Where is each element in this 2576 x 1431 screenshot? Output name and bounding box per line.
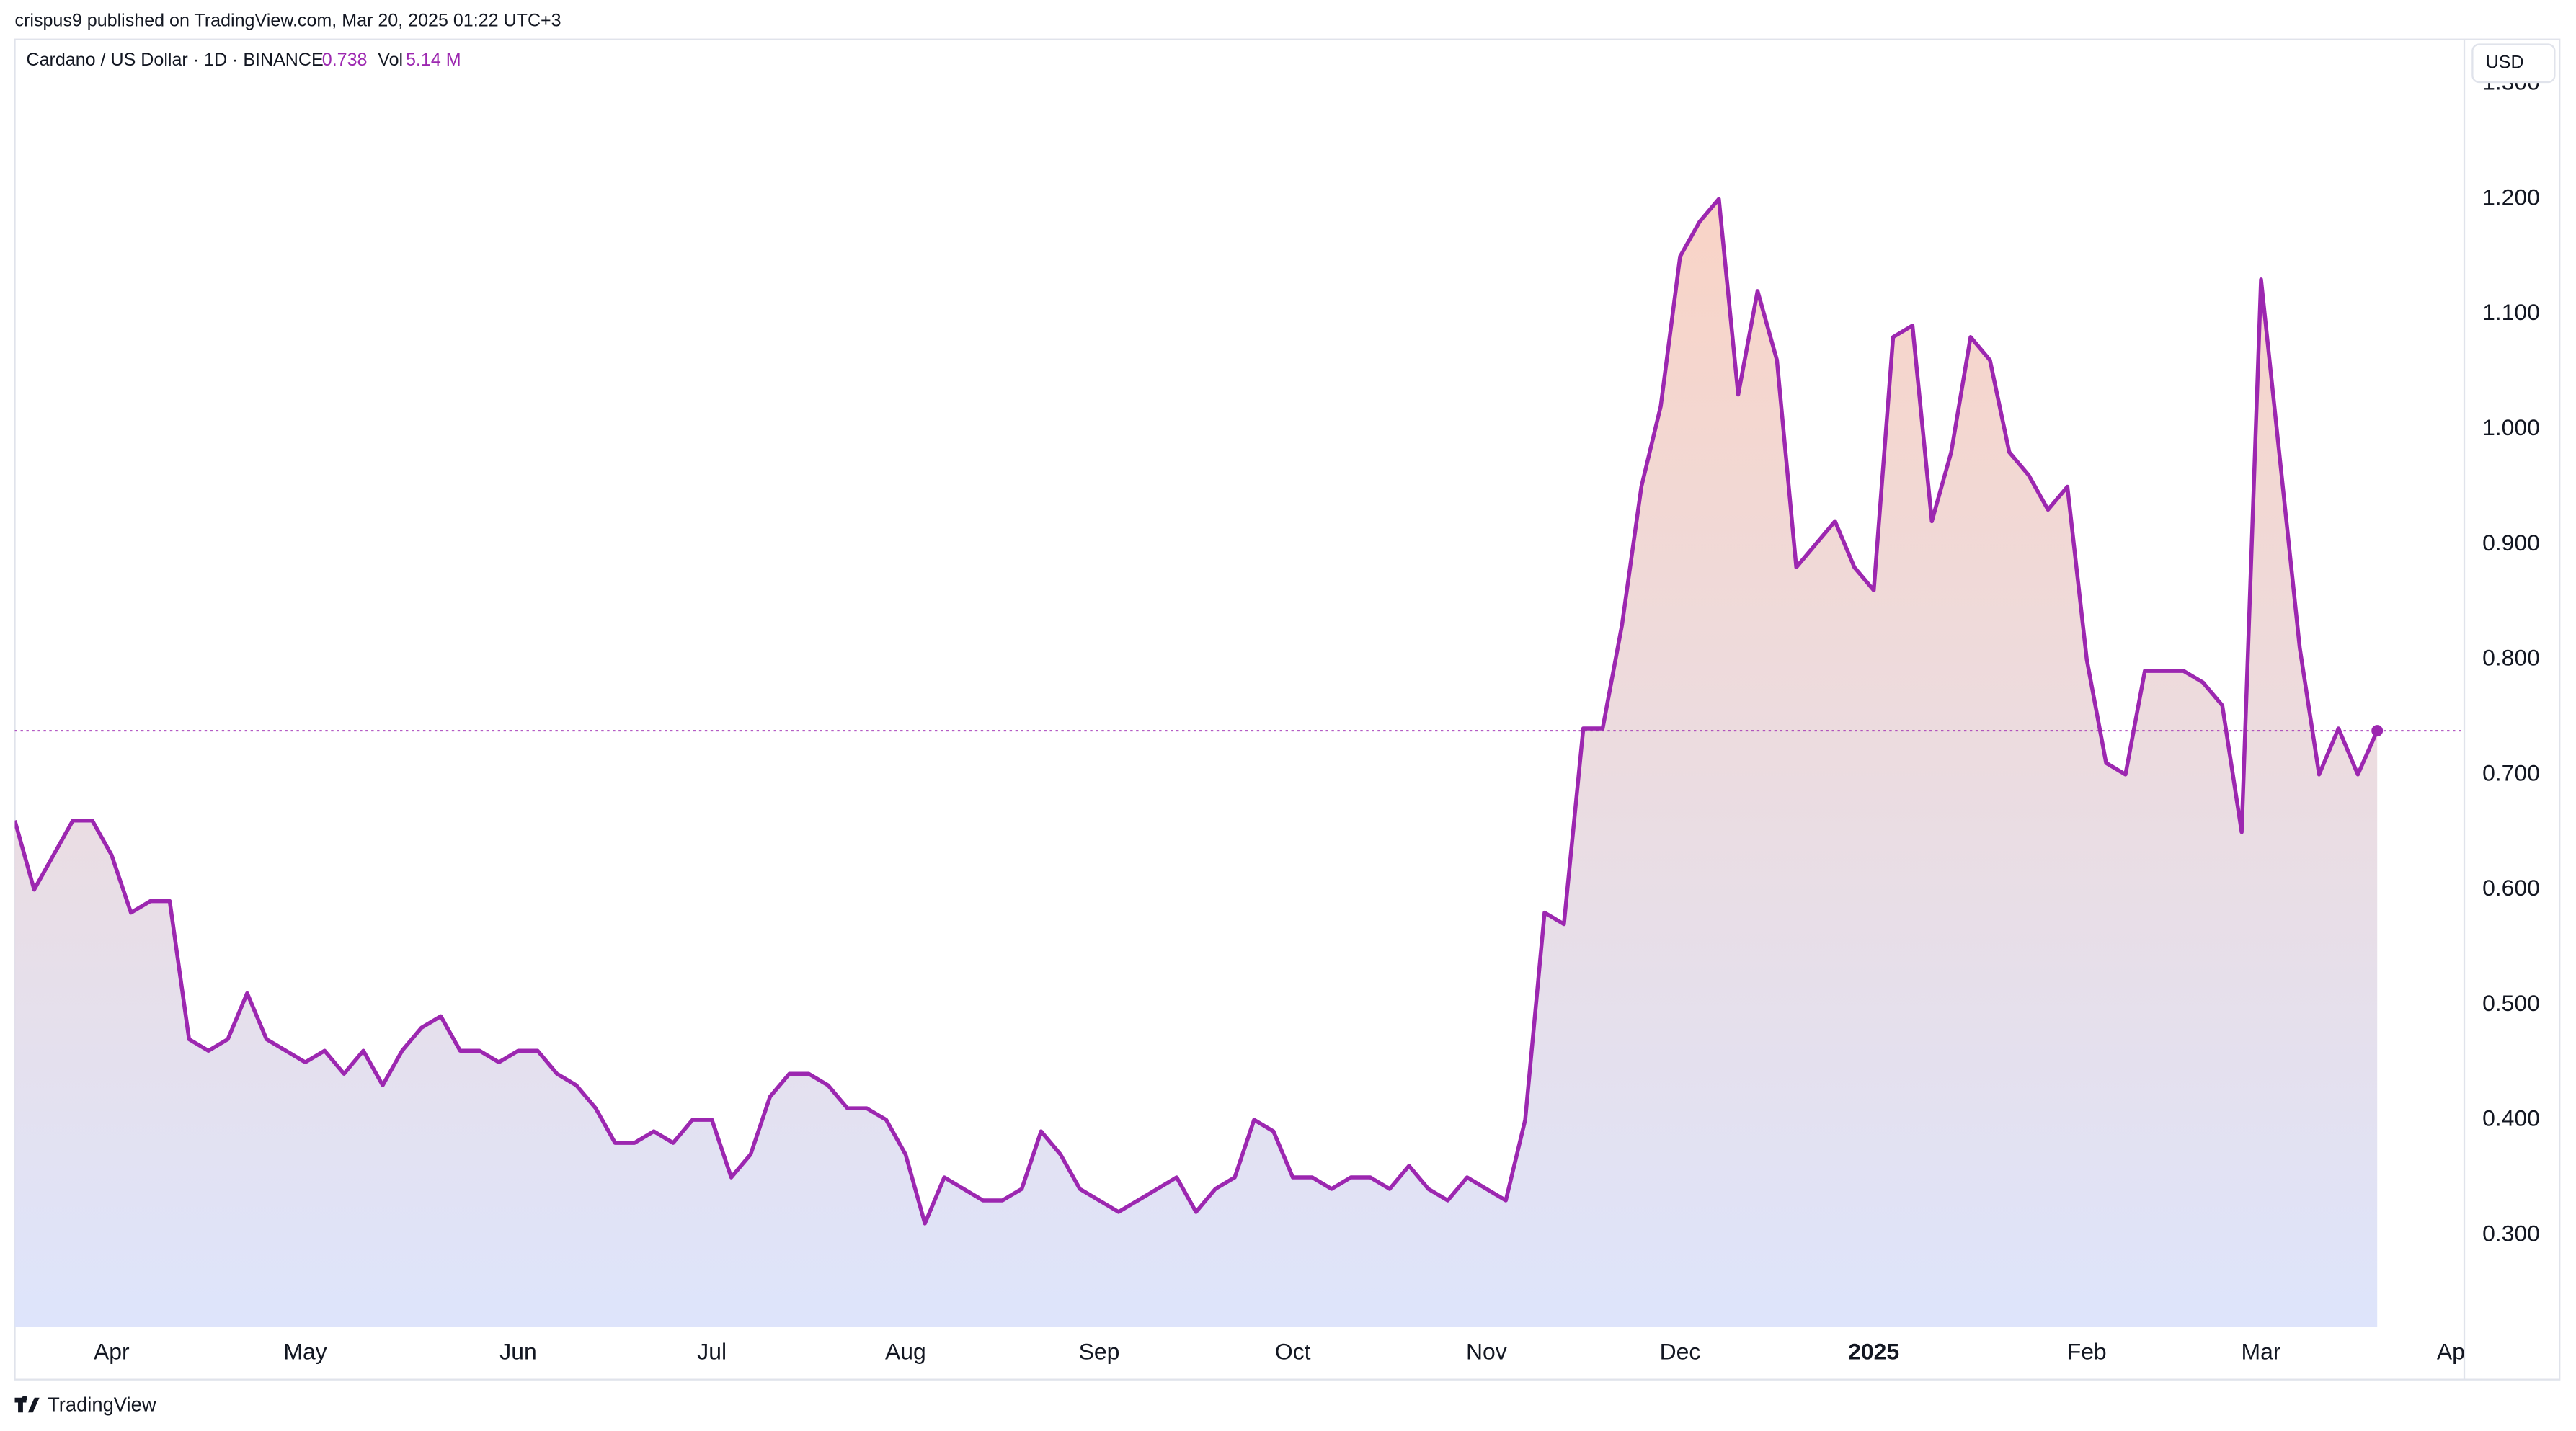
logo-text[interactable]: TradingView — [48, 1393, 156, 1415]
y-tick-label: 0.800 — [2482, 645, 2540, 671]
currency-label[interactable]: USD — [2486, 52, 2524, 72]
x-tick-label: 2025 — [1848, 1339, 1899, 1365]
x-tick-label: Nov — [1466, 1339, 1507, 1365]
volume-label: Vol — [378, 50, 403, 70]
y-tick-label: 0.400 — [2482, 1105, 2540, 1131]
x-tick-label: Oct — [1275, 1339, 1311, 1365]
last-point — [2371, 725, 2384, 737]
currency-box[interactable] — [2471, 43, 2556, 84]
currency-button[interactable]: USD — [2471, 43, 2556, 84]
logo-mark[interactable] — [14, 1395, 40, 1413]
symbol-title: Cardano / US Dollar · 1D · BINANCE — [26, 50, 323, 70]
legend: Cardano / US Dollar · 1D · BINANCE 0.738… — [26, 50, 461, 70]
x-tick-label: Apr — [94, 1339, 130, 1365]
y-tick-label: 0.600 — [2482, 875, 2540, 901]
x-tick-label: Sep — [1079, 1339, 1120, 1365]
y-tick-label: 0.700 — [2482, 759, 2540, 785]
x-tick-label: May — [283, 1339, 327, 1365]
chart-frame — [14, 38, 2561, 1381]
x-tick-label: Apr — [2437, 1339, 2473, 1365]
y-tick-label: 1.200 — [2482, 184, 2540, 210]
x-tick-label: Jun — [499, 1339, 536, 1365]
y-tick-label: 0.900 — [2482, 530, 2540, 556]
last-price: 0.738 — [322, 50, 368, 70]
x-tick-label: Dec — [1660, 1339, 1701, 1365]
x-tick-label: Feb — [2067, 1339, 2107, 1365]
y-tick-label: 0.300 — [2482, 1220, 2540, 1246]
y-tick-label: 0.500 — [2482, 990, 2540, 1016]
x-tick-label: Mar — [2242, 1339, 2281, 1365]
y-tick-label: 1.000 — [2482, 414, 2540, 440]
plot-area — [14, 197, 2465, 1327]
footer-logo[interactable]: TradingView — [14, 1393, 156, 1415]
time-axis: Apr May Jun Jul Aug Sep Oct Nov Dec 2025 Feb Mar Apr — [94, 1339, 2473, 1365]
volume-value: 5.14 M — [406, 50, 461, 70]
price-axis: 0.300 0.400 0.500 0.600 0.700 0.800 0.900 1.000… — [2482, 69, 2540, 1247]
x-tick-label: Jul — [697, 1339, 727, 1365]
publish-info: crispus9 published on TradingView.com, M… — [15, 10, 561, 30]
y-tick-label: 1.100 — [2482, 299, 2540, 325]
x-tick-label: Aug — [885, 1339, 926, 1365]
price-line — [14, 197, 2379, 1226]
